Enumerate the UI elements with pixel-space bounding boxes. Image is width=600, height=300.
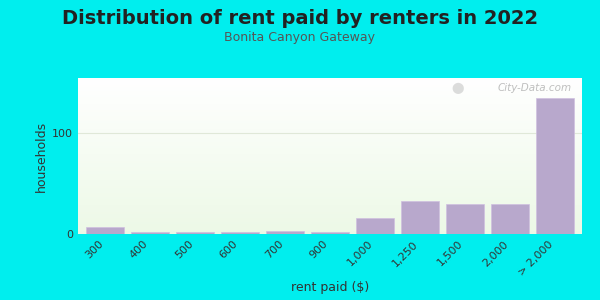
Bar bbox=[131, 232, 169, 234]
X-axis label: rent paid ($): rent paid ($) bbox=[291, 281, 369, 295]
Bar bbox=[536, 98, 574, 234]
Bar bbox=[221, 232, 259, 234]
Bar bbox=[266, 231, 304, 234]
Bar bbox=[446, 204, 484, 234]
Y-axis label: households: households bbox=[35, 120, 48, 192]
Bar bbox=[401, 201, 439, 234]
Bar bbox=[86, 227, 124, 234]
Text: Bonita Canyon Gateway: Bonita Canyon Gateway bbox=[224, 32, 376, 44]
Text: ⬤: ⬤ bbox=[451, 83, 463, 94]
Bar bbox=[356, 218, 394, 234]
Bar bbox=[176, 232, 214, 234]
Bar bbox=[311, 232, 349, 234]
Text: Distribution of rent paid by renters in 2022: Distribution of rent paid by renters in … bbox=[62, 9, 538, 28]
Bar bbox=[491, 204, 529, 234]
Text: City-Data.com: City-Data.com bbox=[498, 83, 572, 93]
